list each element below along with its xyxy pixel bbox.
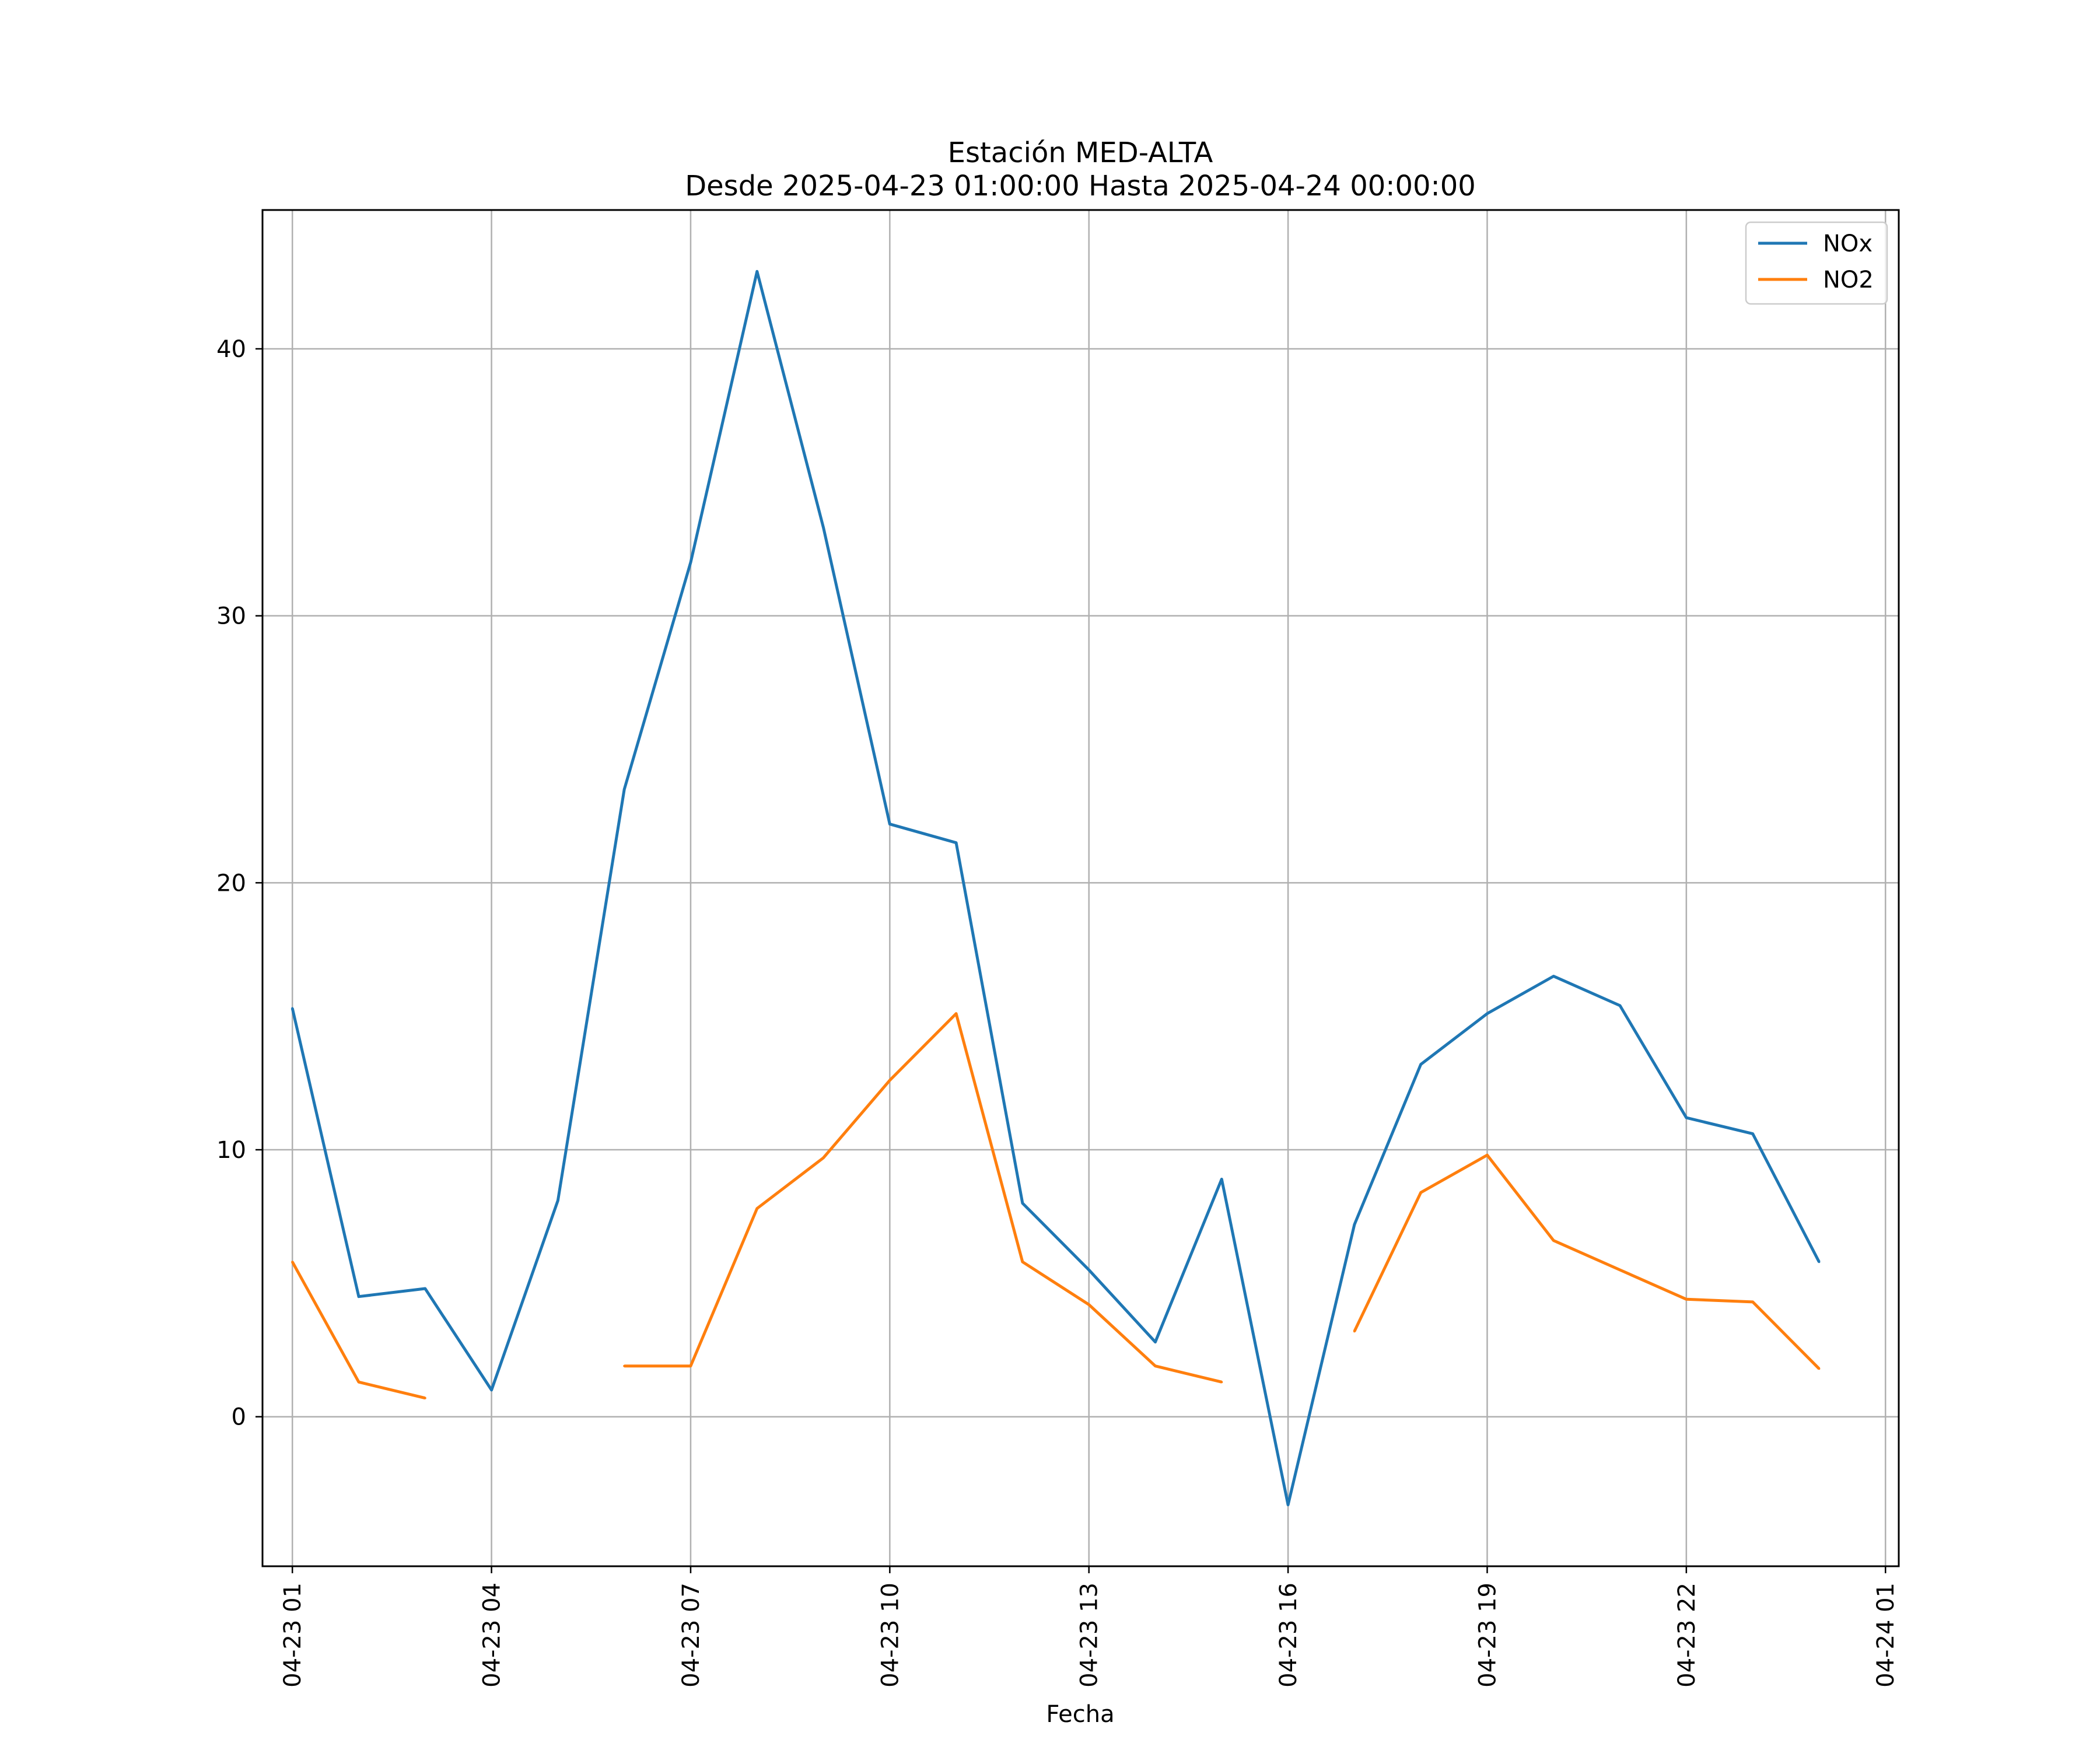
no2-data-point [623, 1364, 626, 1367]
x-axis-label: Fecha [1046, 1701, 1114, 1728]
no2-data-point [1751, 1300, 1754, 1303]
no2-data-point [1154, 1364, 1157, 1367]
nox-data-point [1818, 1261, 1821, 1264]
nox-series-line [290, 270, 1821, 1507]
nox-data-point [955, 841, 958, 844]
no2-data-point [1552, 1239, 1555, 1242]
y-tick-label: 20 [216, 870, 246, 897]
no2-data-point [755, 1207, 758, 1210]
nox-data-point [1087, 1269, 1090, 1271]
no2-data-point [955, 1012, 958, 1015]
nox-data-point [1685, 1116, 1688, 1119]
no2-data-point [1818, 1367, 1821, 1370]
no2-data-point [291, 1261, 294, 1264]
no2-data-point [1220, 1381, 1223, 1384]
nox-data-point [1353, 1223, 1356, 1226]
no2-data-point [690, 1364, 692, 1367]
no2-data-point [1619, 1269, 1622, 1271]
x-tick-label: 04-23 04 [479, 1583, 506, 1688]
nox-data-point [490, 1388, 493, 1391]
no2-series-line [624, 1012, 1222, 1384]
no2-data-point [1685, 1298, 1688, 1301]
x-tick-label: 04-23 07 [678, 1583, 705, 1688]
legend-label-no2: NO2 [1823, 267, 1874, 293]
x-tick-label: 04-23 22 [1674, 1583, 1700, 1688]
series-lines [290, 270, 1821, 1507]
x-tick-label: 04-24 01 [1873, 1583, 1899, 1688]
no2-data-point [1021, 1261, 1024, 1264]
grid [262, 210, 1899, 1566]
nox-data-point [623, 788, 626, 791]
no2-data-point [1353, 1330, 1356, 1333]
nox-data-point [556, 1199, 559, 1202]
nox-data-point [690, 561, 692, 564]
nox-data-point [822, 526, 825, 529]
y-tick-label: 0 [232, 1404, 246, 1431]
nox-data-point [888, 822, 891, 825]
x-tick-label: 04-23 16 [1275, 1583, 1302, 1688]
no2-data-point [1419, 1191, 1422, 1194]
chart-subtitle: Desde 2025-04-23 01:00:00 Hasta 2025-04-… [685, 170, 1476, 202]
x-tick-label: 04-23 10 [877, 1583, 904, 1688]
no2-data-point [424, 1396, 426, 1399]
x-tick-label: 04-23 01 [279, 1583, 306, 1688]
no2-data-point [888, 1079, 891, 1082]
nox-data-point [1220, 1178, 1223, 1181]
nox-data-point [755, 270, 758, 273]
nox-data-point [1287, 1503, 1290, 1506]
nox-data-point [1552, 975, 1555, 978]
nox-data-point [291, 1007, 294, 1010]
axis-ticks: 04-23 01 04-23 04 04-23 07 04-23 10 04-23 13… [216, 336, 1899, 1688]
chart-title: Estación MED-ALTA [948, 136, 1213, 169]
nox-data-point [424, 1287, 426, 1290]
x-tick-label: 04-23 13 [1076, 1583, 1103, 1688]
y-tick-label: 10 [216, 1137, 246, 1164]
no2-series-line [1353, 1153, 1821, 1370]
plot-frame [261, 209, 1900, 1567]
no2-data-point [1087, 1303, 1090, 1306]
legend-label-nox: NOx [1823, 230, 1873, 257]
y-tick-label: 40 [216, 336, 246, 363]
nox-data-point [1486, 1012, 1489, 1015]
legend: NOx NO2 [1745, 221, 1888, 305]
no2-data-point [1486, 1154, 1489, 1157]
nox-data-point [1751, 1132, 1754, 1135]
no2-data-point [358, 1381, 360, 1384]
nox-data-point [1154, 1340, 1157, 1343]
no2-data-point [822, 1156, 825, 1159]
nox-data-point [1021, 1202, 1024, 1205]
nox-data-point [358, 1295, 360, 1298]
y-tick-label: 30 [216, 603, 246, 630]
nox-data-point [1619, 1004, 1622, 1007]
x-tick-label: 04-23 19 [1474, 1583, 1501, 1688]
nox-data-point [1419, 1063, 1422, 1066]
